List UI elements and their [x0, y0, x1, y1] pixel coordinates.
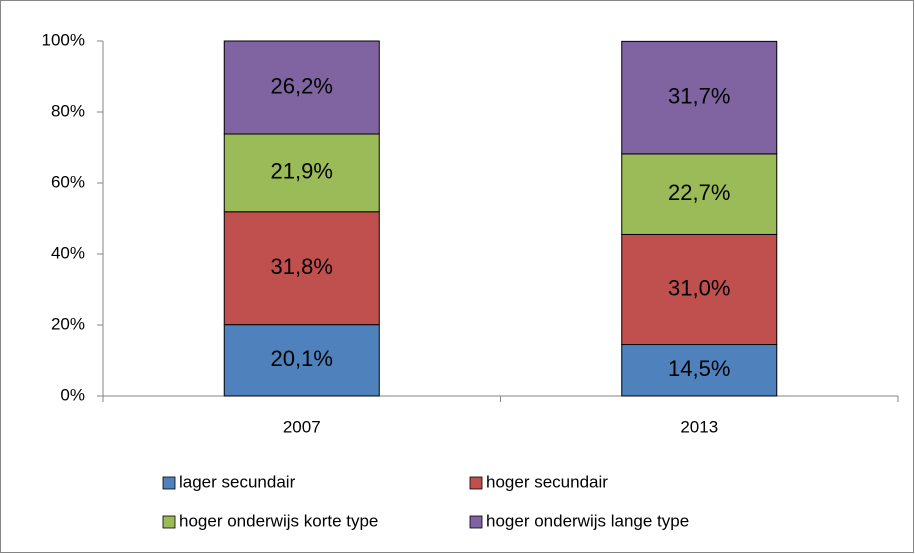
- legend-swatch: [162, 515, 176, 529]
- data-label: 14,5%: [668, 356, 730, 381]
- legend-label: hoger secundair: [486, 472, 608, 491]
- data-label: 31,7%: [668, 83, 730, 108]
- data-label: 20,1%: [271, 346, 333, 371]
- data-label: 26,2%: [271, 73, 333, 98]
- y-tick-label: 60%: [51, 172, 85, 191]
- bar-segment: [223, 40, 380, 135]
- bar-segment: [621, 153, 778, 235]
- data-label: 31,0%: [668, 275, 730, 300]
- legend-label: lager secundair: [179, 472, 296, 491]
- legend-swatch: [162, 476, 176, 490]
- y-tick-label: 40%: [51, 243, 85, 262]
- legend-label: hoger onderwijs lange type: [486, 511, 689, 530]
- bar-segment: [621, 233, 778, 346]
- bar-segment: [621, 40, 778, 155]
- data-label: 22,7%: [668, 180, 730, 205]
- y-tick-label: 80%: [51, 101, 85, 120]
- y-tick-label: 20%: [51, 314, 85, 333]
- legend-swatch: [469, 515, 483, 529]
- x-tick-label: 2007: [283, 417, 321, 436]
- legend-label: hoger onderwijs korte type: [179, 511, 378, 530]
- bar-segment: [223, 133, 380, 213]
- data-label: 21,9%: [271, 159, 333, 184]
- y-tick-label: 0%: [60, 385, 85, 404]
- bar-segment: [223, 211, 380, 326]
- x-tick-label: 2013: [680, 417, 718, 436]
- data-label: 31,8%: [271, 254, 333, 279]
- legend-swatch: [469, 476, 483, 490]
- y-tick-label: 100%: [42, 30, 85, 49]
- bar-segment: [223, 324, 380, 397]
